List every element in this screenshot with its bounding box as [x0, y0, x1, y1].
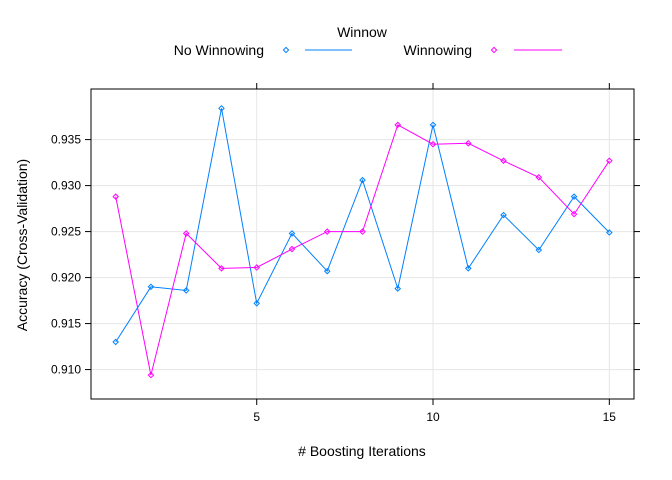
data-point: [112, 338, 119, 346]
data-point: [394, 285, 402, 292]
data-point: [500, 157, 507, 165]
data-point: [288, 230, 296, 237]
legend-marker: [282, 46, 290, 54]
x-tick-label: 10: [426, 410, 440, 424]
x-tick-label: 5: [253, 410, 260, 424]
data-point: [606, 229, 613, 236]
legend-marker: [490, 46, 498, 54]
data-point: [182, 287, 190, 294]
legend-item: No Winnowing: [174, 42, 352, 58]
legend-items: No Winnowing Winnowing: [174, 42, 562, 58]
series-line: [115, 124, 610, 376]
data-point: [147, 283, 155, 291]
data-point: [359, 228, 366, 235]
data-point: [606, 157, 613, 165]
data-point: [464, 139, 472, 147]
data-point: [218, 105, 225, 112]
data-point: [112, 193, 119, 200]
data-point: [394, 121, 402, 129]
x-axis-title: # Boosting Iterations: [298, 443, 426, 459]
legend-title: Winnow: [337, 24, 388, 40]
data-point: [429, 140, 437, 148]
data-point: [359, 176, 366, 184]
data-point: [218, 265, 225, 272]
data-point: [464, 265, 472, 272]
y-tick-label: 0.920: [51, 271, 81, 285]
data-point: [253, 300, 261, 307]
data-point: [570, 210, 578, 218]
data-point: [429, 121, 437, 129]
y-tick-label: 0.910: [51, 363, 81, 377]
series-line: [115, 108, 610, 343]
data-point: [535, 174, 543, 181]
axes: 5 10 15 0.910 0.915 0.920 0.925 0.930 0.935: [51, 83, 640, 424]
series-no-winnowing: [112, 105, 613, 346]
data-point: [182, 230, 190, 237]
data-point: [535, 246, 543, 254]
data-point: [323, 267, 331, 275]
data-point: [147, 371, 155, 379]
gridlines: [91, 89, 634, 399]
y-tick-label: 0.925: [51, 225, 81, 239]
data-point: [570, 193, 578, 200]
data-point: [288, 245, 296, 253]
legend-label: Winnowing: [404, 42, 472, 58]
legend: Winnow No Winnowing Winnowing: [174, 24, 562, 58]
series-group: [112, 105, 613, 379]
data-point: [253, 264, 261, 271]
data-point: [500, 211, 507, 219]
series-winnowing: [112, 121, 613, 379]
plot-frame: [90, 88, 635, 400]
y-tick-label: 0.930: [51, 179, 81, 193]
legend-item: Winnowing: [404, 42, 562, 58]
data-point: [323, 228, 331, 235]
y-tick-label: 0.915: [51, 317, 81, 331]
legend-label: No Winnowing: [174, 42, 264, 58]
y-tick-label: 0.935: [51, 133, 81, 147]
x-tick-label: 15: [603, 410, 617, 424]
y-axis-title: Accuracy (Cross-Validation): [14, 159, 30, 331]
